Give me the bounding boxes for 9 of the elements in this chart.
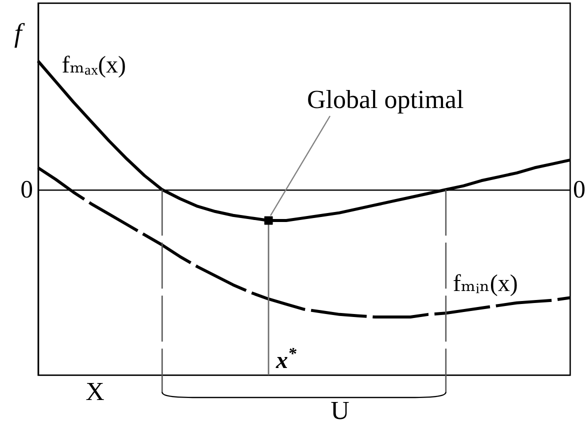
text: 0	[20, 176, 33, 204]
text: X	[86, 377, 105, 406]
y-axis-title: f	[14, 18, 26, 48]
series-label: fₘᵢₙ(x)	[452, 271, 518, 298]
annotation: Global optimal	[307, 85, 464, 114]
text: 0	[573, 176, 586, 204]
text: x$^{*}$	[275, 344, 297, 374]
text: U	[330, 396, 350, 425]
series-label: fₘₐₓ(x)	[62, 52, 126, 79]
